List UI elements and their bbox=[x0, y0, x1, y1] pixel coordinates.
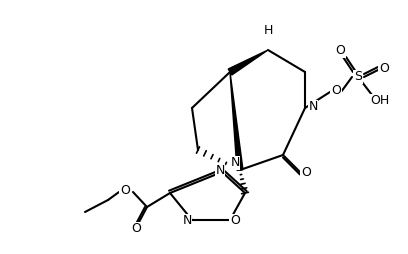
Text: O: O bbox=[131, 223, 141, 235]
Text: OH: OH bbox=[370, 94, 390, 107]
Polygon shape bbox=[230, 72, 243, 170]
Text: N: N bbox=[230, 156, 239, 169]
Text: O: O bbox=[379, 62, 389, 75]
Polygon shape bbox=[228, 50, 268, 75]
Text: N: N bbox=[308, 101, 318, 114]
Text: N: N bbox=[215, 165, 225, 178]
Text: H: H bbox=[263, 24, 273, 37]
Text: O: O bbox=[230, 214, 240, 228]
Text: O: O bbox=[331, 85, 341, 98]
Text: O: O bbox=[335, 44, 345, 57]
Text: O: O bbox=[120, 184, 130, 198]
Text: O: O bbox=[301, 166, 311, 179]
Text: S: S bbox=[354, 71, 362, 84]
Text: N: N bbox=[182, 214, 192, 228]
